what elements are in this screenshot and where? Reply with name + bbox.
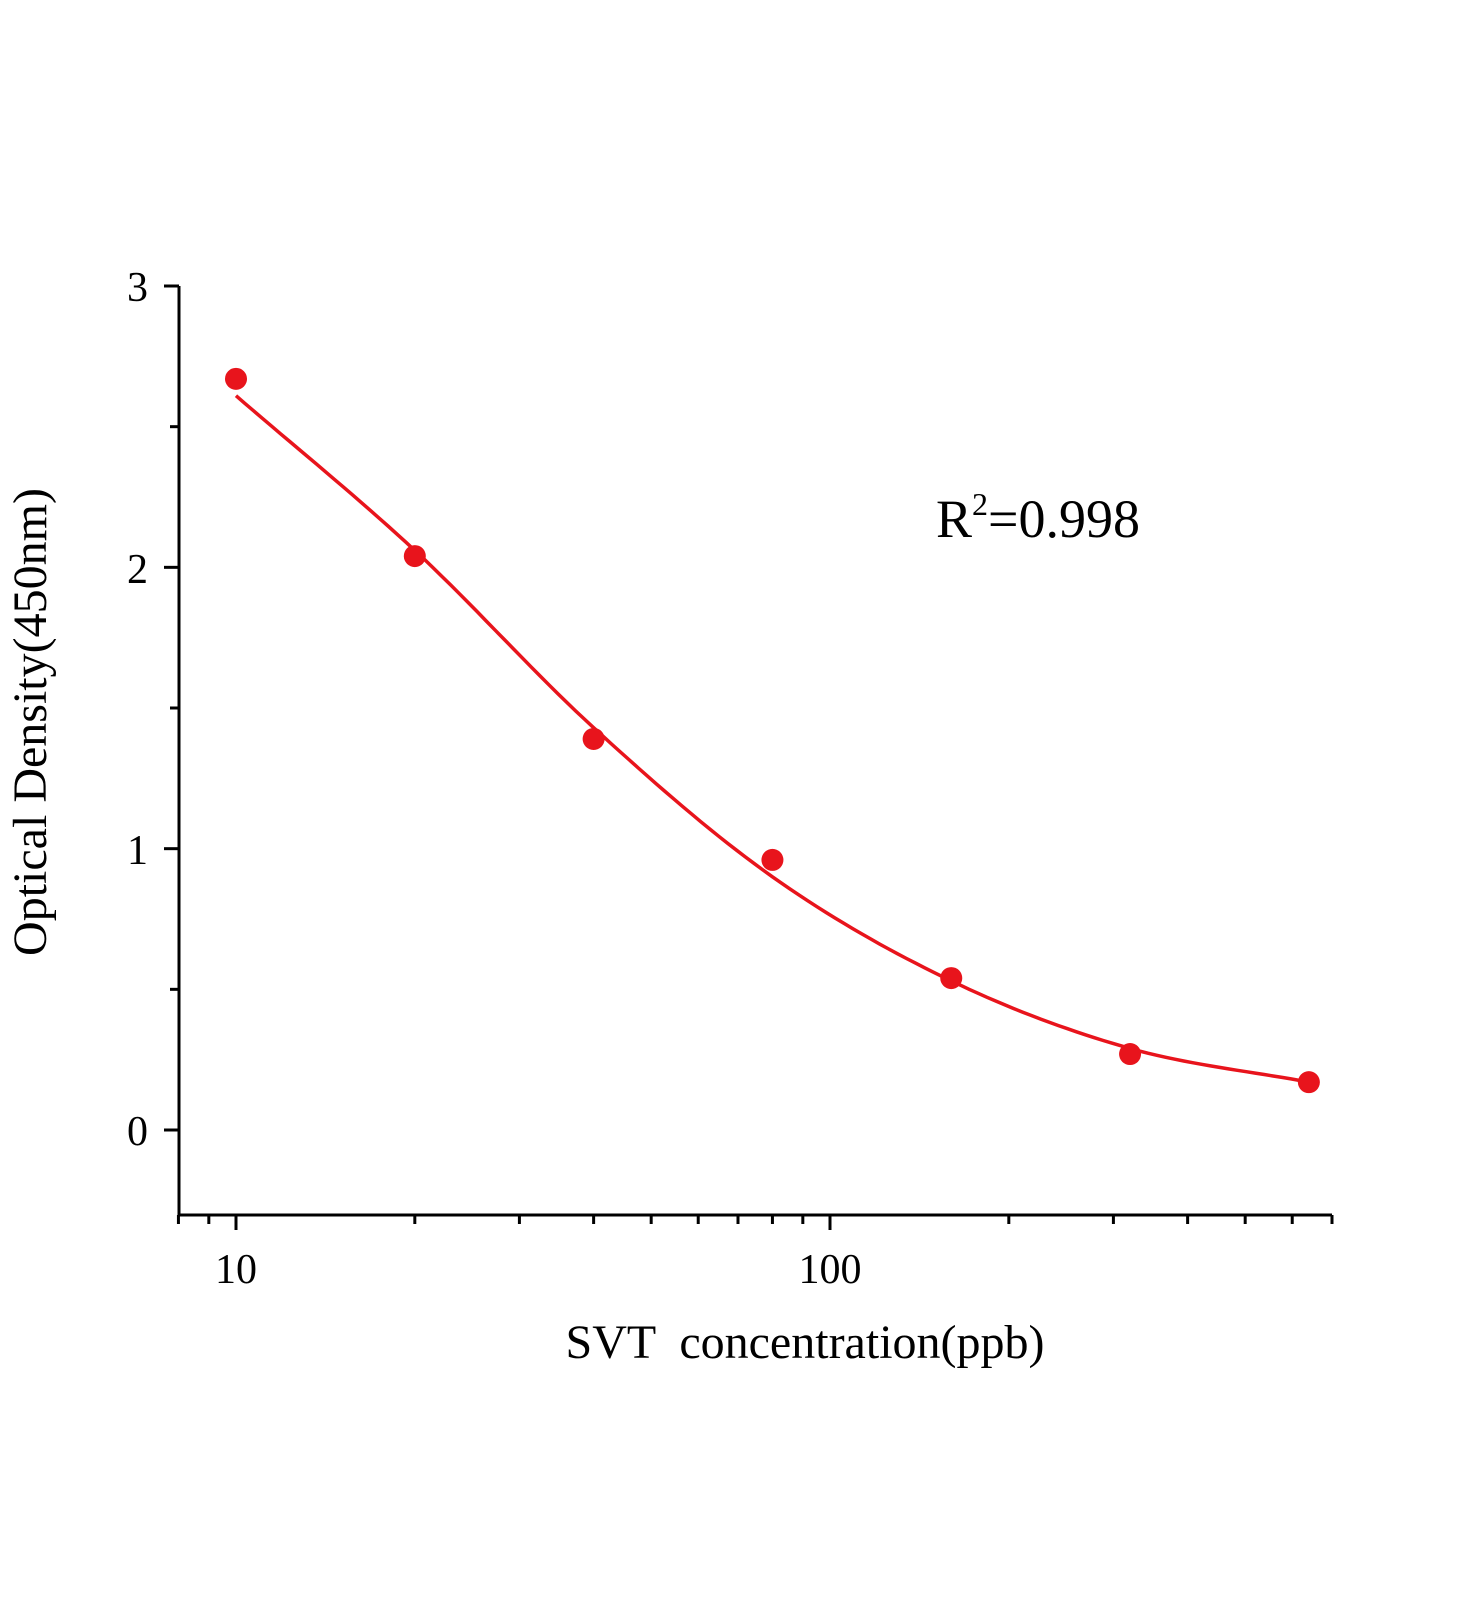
x-tick-label-10: 10 [215, 1247, 257, 1293]
r-squared-annotation: R2=0.998 [936, 486, 1140, 549]
data-point [403, 545, 426, 568]
r-squared-base: R [936, 489, 972, 549]
y-tick-label-2: 2 [127, 547, 148, 593]
y-tick-label-0: 0 [127, 1109, 148, 1155]
r-squared-value: =0.998 [988, 489, 1140, 549]
data-point [225, 367, 247, 390]
tick-labels: 10 100 0 1 2 3 [127, 265, 862, 1293]
x-tick-label-100: 100 [799, 1247, 862, 1293]
y-tick-label-1: 1 [127, 828, 148, 874]
r-squared-superscript: 2 [972, 486, 988, 522]
data-point [1119, 1043, 1142, 1066]
axes [177, 286, 1332, 1217]
y-axis-title: Optical Density(450nm) [4, 488, 57, 956]
y-tick-label-3: 3 [127, 265, 148, 311]
fit-curve [234, 394, 1310, 1084]
ticks [164, 284, 1334, 1230]
data-points [225, 367, 1320, 1094]
data-point [940, 967, 963, 990]
data-point [1297, 1071, 1320, 1094]
data-point [761, 848, 784, 871]
data-point [582, 727, 605, 750]
x-axis-title: SVT concentration(ppb) [566, 1316, 1045, 1369]
